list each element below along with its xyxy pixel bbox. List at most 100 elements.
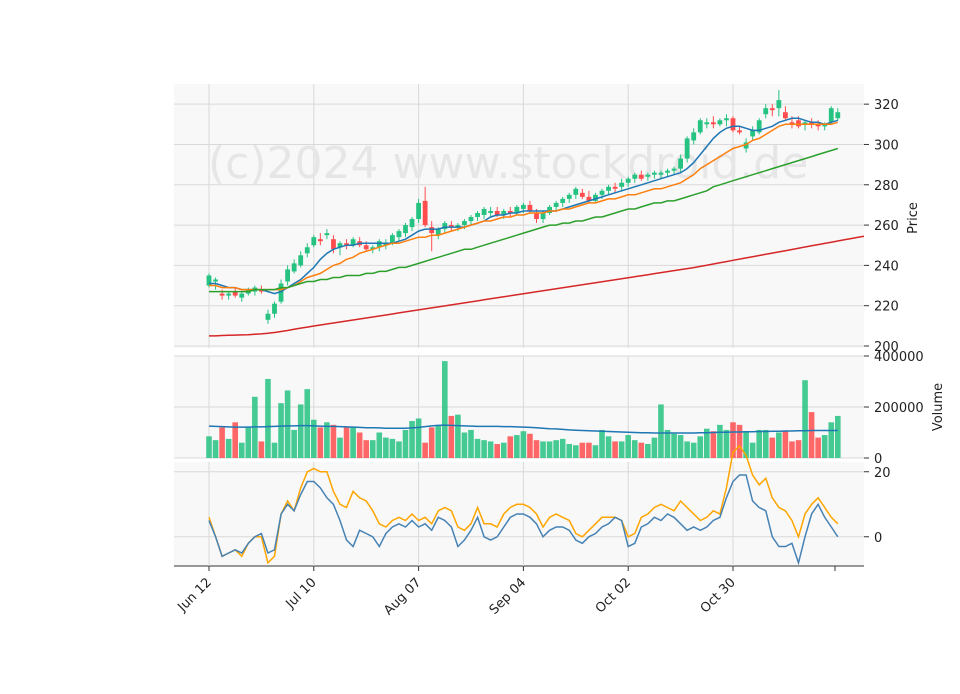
volume-bar [428, 427, 435, 458]
candle-body [265, 313, 271, 320]
price-panel-background [174, 84, 864, 348]
candle-body [507, 210, 513, 213]
volume-bar [350, 427, 356, 458]
volume-bar [297, 404, 304, 458]
candle-body [416, 202, 421, 220]
volume-bar [291, 429, 297, 458]
volume-bar [383, 437, 389, 458]
price-tick-label: 220 [874, 300, 899, 315]
volume-bar [664, 429, 671, 458]
volume-bar [605, 436, 612, 458]
candle-body [383, 243, 389, 246]
volume-bar [238, 442, 245, 458]
candle-body [317, 239, 323, 242]
candle-body [691, 132, 697, 141]
candle-body [376, 241, 382, 248]
candle-body [704, 122, 710, 125]
volume-bar [219, 427, 225, 458]
x-tick-label: Jun 12 [175, 575, 215, 615]
volume-bar [651, 437, 658, 458]
candle-body [350, 239, 356, 246]
volume-bar [802, 380, 808, 458]
volume-bar [435, 424, 442, 458]
volume-bar [723, 429, 730, 458]
volume-tick-label: 400000 [874, 350, 924, 365]
candle-body [789, 122, 795, 125]
candle-body [553, 202, 559, 207]
volume-bar [782, 431, 789, 458]
candle-body [435, 229, 441, 236]
candle-body [259, 289, 264, 292]
candle-body [547, 206, 552, 213]
volume-bar [828, 422, 835, 458]
volume-bar [559, 438, 566, 458]
volume-bar [684, 441, 690, 458]
volume-bar [500, 442, 507, 458]
x-tick-label: Oct 30 [698, 575, 739, 616]
oscillator-line [208, 444, 839, 565]
candle-body [494, 210, 500, 215]
volume-bar [284, 390, 291, 458]
grid-layer [174, 84, 864, 566]
candle-body [213, 279, 218, 282]
volume-bar [795, 440, 802, 458]
x-tick-label: Sep 04 [487, 575, 530, 618]
volume-bar [330, 424, 337, 458]
price-tick-label: 300 [874, 138, 899, 153]
moving-average-line [209, 117, 839, 295]
candle-body [697, 120, 703, 133]
candle-body [822, 124, 828, 127]
volume-bar [481, 440, 487, 458]
candle-body [488, 210, 494, 213]
price-tick-label: 200 [874, 340, 899, 355]
candle-body [796, 120, 801, 127]
volume-bar [586, 442, 592, 458]
candle-body [337, 243, 343, 248]
oscillator-tick-label: 20 [874, 466, 891, 481]
candle-body [475, 212, 480, 218]
candle-body [743, 142, 749, 149]
candle-body [390, 235, 395, 244]
candle-body [422, 200, 428, 226]
candle-body [540, 212, 546, 220]
volume-bar [363, 440, 369, 458]
volume-bar [324, 422, 330, 458]
candle-body [396, 231, 402, 238]
candle-body [717, 120, 723, 125]
volume-bar [527, 433, 533, 458]
candle-body [206, 275, 212, 286]
volume-bar [455, 414, 461, 458]
candle-body [304, 247, 310, 254]
candle-body [272, 303, 277, 314]
volume-bar [415, 418, 422, 458]
candle-body [291, 263, 297, 272]
volume-bar [409, 421, 415, 458]
watermark: (c)2024 www.stockdroid.de [208, 138, 808, 189]
candle-body [632, 174, 638, 179]
candle-body [363, 245, 369, 250]
candle-body [678, 158, 683, 169]
volume-bar [206, 436, 212, 458]
volume-bar [271, 442, 278, 458]
price-axis-label: Price [906, 202, 921, 234]
candle-body [665, 170, 670, 173]
candle-body [429, 227, 435, 234]
volume-bar [631, 440, 638, 458]
candle-body [534, 212, 539, 220]
candle-body [638, 174, 644, 179]
volume-bar [520, 431, 527, 458]
candle-body [625, 178, 631, 183]
candle-body [448, 225, 454, 228]
volume-bar [422, 442, 428, 458]
volume-axis-label: Volume [931, 383, 946, 431]
volume-bar [258, 441, 265, 458]
volume-bar [704, 428, 710, 458]
volume-bar [697, 436, 704, 458]
candle-body [606, 186, 611, 191]
candle-body [652, 172, 657, 175]
volume-bar [756, 429, 762, 458]
volume-bar [592, 445, 599, 458]
candle-body [724, 118, 729, 121]
candle-body [599, 190, 605, 195]
